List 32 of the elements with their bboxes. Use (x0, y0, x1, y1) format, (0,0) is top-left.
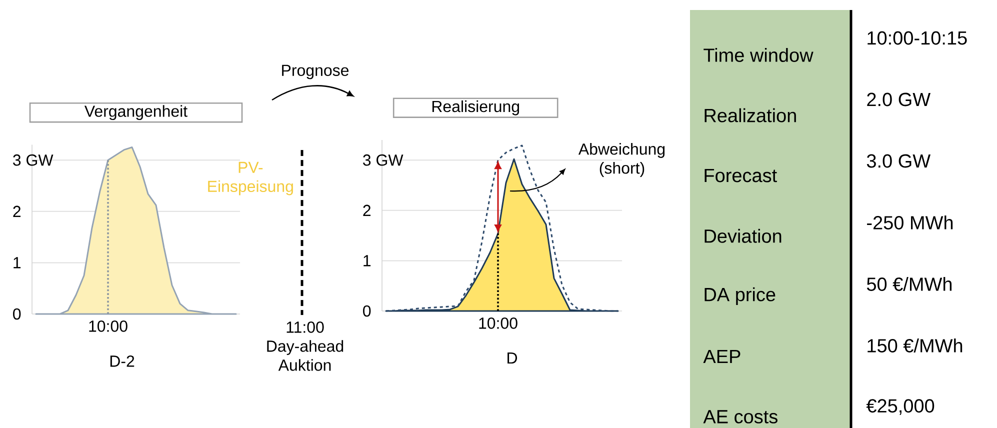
x-axis-title: D-2 (110, 356, 134, 367)
category-label: AEP (703, 350, 740, 364)
category-label: Deviation (704, 228, 782, 243)
text: 50 €/MWh (866, 277, 952, 291)
text: PV-Einspeisung (208, 162, 293, 196)
y-tick-label: 1 (364, 255, 371, 266)
text: 2.0 GW (867, 92, 931, 106)
text: 150 €/MWh (868, 338, 962, 352)
x-axis-title: D (508, 352, 518, 364)
category-label: Time window (704, 48, 814, 62)
y-tick-label: 2 (363, 204, 370, 216)
y-tick-label: 1 (14, 257, 21, 268)
y-tick-label: 0 (13, 308, 21, 320)
text: 10:00 (89, 320, 128, 332)
y-tick-label: 2 (13, 206, 21, 217)
category-label: AE costs (703, 410, 778, 424)
text: -250 MWh (867, 216, 953, 230)
text: Prognose (282, 64, 349, 80)
y-tick-label: 3 GW (363, 154, 404, 166)
text: €25,000 (866, 399, 934, 415)
category-label: Realization (704, 108, 796, 122)
y-tick-label: 3 GW (13, 154, 54, 166)
text: 10:00-10:15 (868, 31, 967, 45)
chart-title: Vergangenheit (84, 105, 188, 120)
category-label: Forecast (704, 168, 777, 182)
annotation: Abweichung (short) (578, 143, 665, 177)
text: 10:00 (479, 318, 518, 329)
chart-title: Realisierung (432, 100, 520, 116)
category-label: DA price (704, 287, 776, 306)
y-tick-label: 0 (363, 305, 371, 317)
text: 11:00 Day-ahead Auktion (267, 322, 344, 371)
text: 3.0 GW (866, 154, 931, 168)
